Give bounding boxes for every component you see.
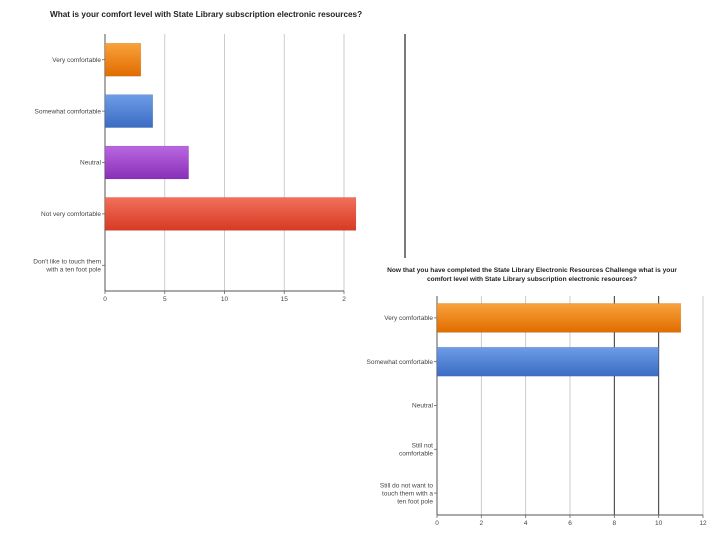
chart1-title: What is your comfort level with State Li…: [50, 10, 362, 19]
c2-category-label-0: Very comfortable: [384, 315, 433, 322]
c2-category-label-4: Still do not want to touch them with a ten…: [380, 482, 434, 505]
chart2-title-line1: Now that you have completed the State Li…: [387, 267, 677, 274]
c2-tick-label-4: 8: [613, 520, 617, 527]
c2-tick-label-6: 12: [699, 520, 707, 527]
c1-bar-0: [104, 42, 142, 77]
c1-tick-label-2: 10: [221, 296, 229, 303]
c2-tick-label-1: 2: [480, 520, 484, 527]
c1-category-label-2: Neutral: [80, 160, 102, 167]
c1-category-label-0: Very comfortable: [52, 57, 101, 64]
chart2-title-line2: comfort level with State Library subscri…: [427, 276, 637, 283]
c1-tick-label-4: 2: [342, 296, 346, 303]
c1-category-label-1: Somewhat comfortable: [35, 108, 102, 115]
c2-bar-1: [436, 346, 659, 377]
c2-tick-label-3: 6: [568, 520, 572, 527]
c1-category-label-3: Not very comfortable: [41, 211, 101, 218]
c2-category-label-2: Neutral: [412, 403, 434, 410]
c2-bar-0: [436, 303, 682, 333]
c2-tick-label-0: 0: [435, 520, 439, 527]
c1-tick-label-1: 5: [163, 296, 167, 303]
c1-category-label-4: Don't like to touch them with a ten foot …: [33, 259, 101, 274]
c2-category-label-3: Still not comfortable: [399, 443, 433, 458]
c2-tick-label-5: 10: [655, 520, 663, 527]
c1-tick-label-3: 15: [281, 296, 289, 303]
c1-tick-label-0: 0: [103, 296, 107, 303]
c2-tick-label-2: 4: [524, 520, 528, 527]
c2-category-label-1: Somewhat comfortable: [367, 359, 434, 366]
c1-bar-3: [104, 197, 357, 231]
